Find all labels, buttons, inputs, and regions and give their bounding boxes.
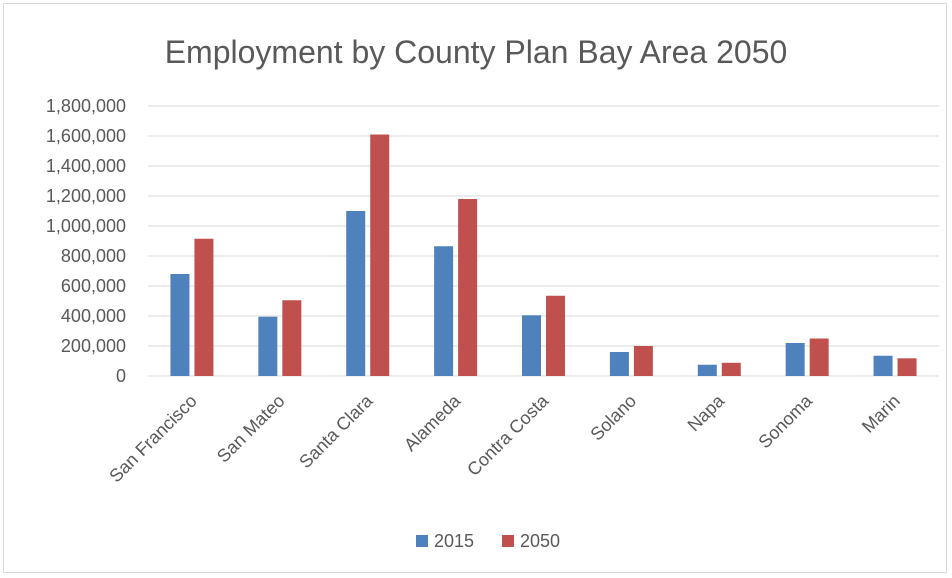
x-category-label: Alameda <box>400 390 465 455</box>
x-category-label: Sonoma <box>754 390 816 452</box>
bar-2050-sonoma <box>809 338 829 376</box>
x-category-label: San Mateo <box>213 391 289 467</box>
bar-2015-marin <box>873 355 893 376</box>
bar-2050-san-francisco <box>194 238 214 376</box>
bar-2015-alameda <box>434 246 454 376</box>
legend-label: 2015 <box>434 531 474 551</box>
bar-chart: 0 200,000 400,000 600,000 800,000 1,000,000 1,… <box>46 96 939 551</box>
bar-2050-san-mateo <box>282 300 302 376</box>
y-tick-label: 600,000 <box>61 276 126 296</box>
bar-2015-napa <box>697 364 717 376</box>
bar-2050-alameda <box>458 199 478 376</box>
y-tick-label: 0 <box>116 366 126 386</box>
bar-2015-sonoma <box>785 343 805 376</box>
bar-2050-contra-costa <box>546 295 565 376</box>
x-category-label: Napa <box>684 390 729 435</box>
y-axis-ticks: 0 200,000 400,000 600,000 800,000 1,000,000 1,… <box>46 96 126 386</box>
y-tick-label: 1,400,000 <box>46 156 126 176</box>
bar-2050-marin <box>897 358 917 376</box>
chart-title: Employment by County Plan Bay Area 2050 <box>164 34 788 70</box>
y-tick-label: 200,000 <box>61 336 126 356</box>
x-category-label: Marin <box>858 391 904 437</box>
y-tick-label: 1,600,000 <box>46 126 126 146</box>
legend-swatch <box>502 535 514 547</box>
bar-2015-contra-costa <box>522 315 541 376</box>
y-tick-label: 800,000 <box>61 246 126 266</box>
x-category-label: San Francisco <box>105 391 201 487</box>
bar-2015-san-francisco <box>170 274 190 376</box>
bars <box>170 134 917 376</box>
bar-2015-solano <box>609 352 629 376</box>
bar-2015-santa-clara <box>346 211 366 376</box>
legend-swatch <box>416 535 428 547</box>
y-tick-label: 1,200,000 <box>46 186 126 206</box>
y-tick-label: 1,000,000 <box>46 216 126 236</box>
legend-label: 2050 <box>520 531 560 551</box>
legend: 2015 2050 <box>416 531 560 551</box>
gridlines <box>148 105 939 377</box>
x-category-label: Santa Clara <box>295 390 377 472</box>
x-axis-labels: San Francisco San Mateo Santa Clara Alameda… <box>105 390 904 486</box>
bar-2050-solano <box>633 346 653 376</box>
chart-frame: Employment by County Plan Bay Area 2050 … <box>3 3 947 573</box>
bar-2050-santa-clara <box>370 134 390 376</box>
y-tick-label: 400,000 <box>61 306 126 326</box>
bar-2015-san-mateo <box>258 316 278 376</box>
x-category-label: Solano <box>586 391 640 445</box>
x-category-label: Contra Costa <box>463 390 553 480</box>
y-tick-label: 1,800,000 <box>46 96 126 116</box>
bar-2050-napa <box>721 362 741 376</box>
